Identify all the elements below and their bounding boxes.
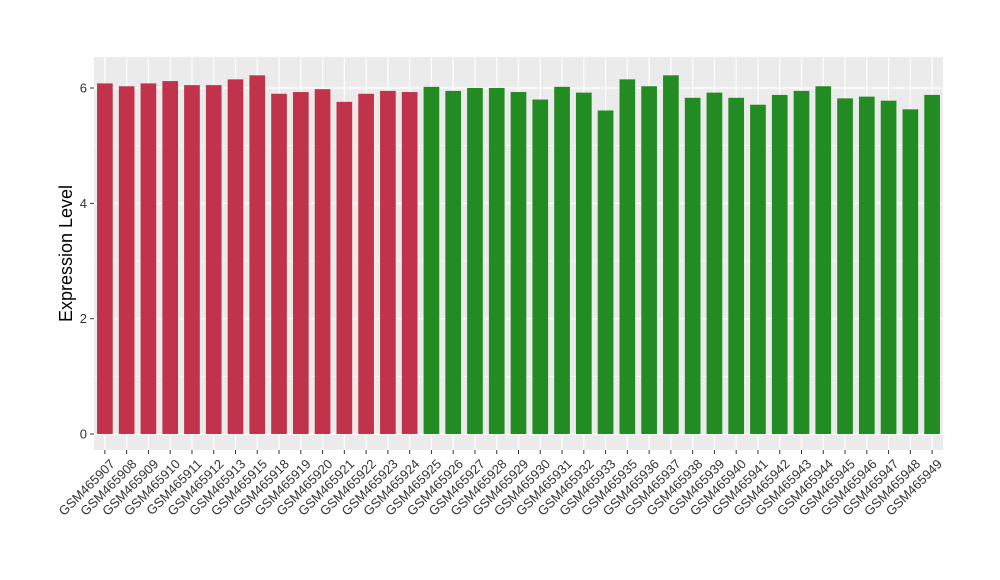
bar	[793, 90, 810, 434]
bar	[358, 93, 374, 435]
bar	[401, 92, 418, 434]
y-tick-label: 4	[80, 196, 87, 211]
bar	[902, 109, 919, 434]
y-axis: 0 2 4 6	[80, 81, 94, 442]
bar	[249, 75, 266, 435]
bar	[771, 94, 788, 435]
bar	[445, 90, 462, 434]
bar	[118, 86, 135, 435]
bar	[858, 96, 875, 435]
bar	[815, 86, 832, 435]
bar	[663, 75, 679, 435]
bar	[292, 92, 309, 434]
bar	[336, 101, 353, 434]
bar	[227, 79, 244, 434]
bar	[597, 110, 614, 435]
bar	[97, 83, 113, 435]
bar	[205, 85, 222, 434]
bar	[467, 88, 483, 434]
y-tick-label: 2	[80, 311, 87, 326]
bar	[423, 86, 440, 434]
y-tick-label: 6	[80, 81, 87, 96]
bars	[97, 75, 940, 435]
bar	[184, 85, 200, 434]
bar	[837, 98, 853, 434]
bar	[314, 89, 331, 435]
bar	[140, 83, 157, 435]
bar	[619, 79, 636, 434]
bar	[554, 86, 570, 434]
bar	[641, 86, 657, 435]
bar	[380, 90, 396, 434]
y-tick-label: 0	[80, 427, 87, 442]
bar	[488, 88, 505, 434]
bar	[880, 100, 897, 434]
bar	[706, 92, 723, 434]
bar	[532, 99, 549, 435]
x-axis: GSM465907GSM465908GSM465909GSM465910GSM4…	[56, 450, 945, 519]
bar	[728, 97, 745, 434]
bar	[162, 81, 179, 434]
bar	[750, 104, 766, 435]
bar	[271, 93, 287, 435]
y-axis-title: Expression Level	[56, 185, 76, 322]
bar	[924, 94, 940, 435]
bar	[684, 97, 701, 434]
bar	[510, 92, 527, 434]
bar	[575, 92, 592, 434]
